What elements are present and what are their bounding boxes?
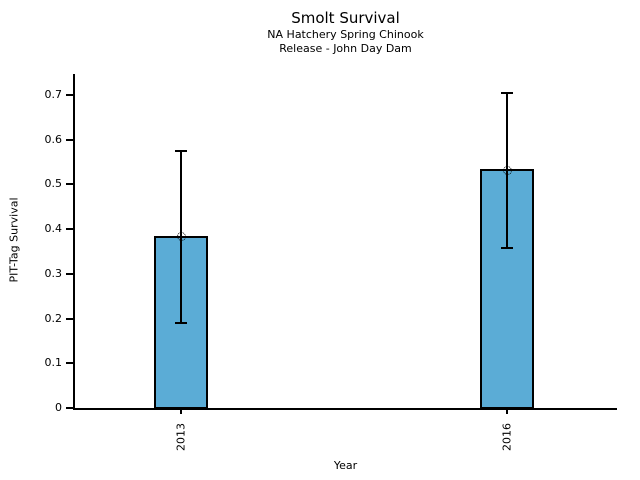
y-tick-mark [66, 183, 74, 186]
x-tick-mark-2016 [506, 408, 508, 414]
y-tick-label: 0.1 [44, 356, 63, 370]
y-tick-label: 0.2 [44, 311, 63, 325]
error-bar-cap-lower-2016 [501, 247, 513, 250]
y-tick-mark [66, 317, 74, 320]
y-tick-label: 0.7 [44, 88, 63, 101]
y-tick-mark [66, 407, 74, 409]
x-tick-label-2016: 2016 [500, 423, 514, 451]
x-tick-label-2013: 2013 [174, 423, 188, 451]
y-tick-label: 0.6 [44, 132, 63, 146]
point-marker-2016 [502, 165, 512, 175]
chart-title: Smolt Survival [291, 9, 400, 27]
y-tick-label: 0 [55, 401, 62, 414]
error-bar-cap-upper-2016 [501, 91, 513, 94]
error-bar-cap-lower-2013 [175, 322, 187, 325]
chart-subtitle-line-1: NA Hatchery Spring Chinook [267, 28, 424, 41]
chart-title-block: Smolt Survival NA Hatchery Spring Chinoo… [74, 9, 617, 56]
y-axis-spine [73, 74, 75, 410]
y-tick-mark [66, 138, 74, 141]
y-tick-label: 0.5 [44, 177, 63, 191]
error-bar-cap-upper-2013 [175, 149, 187, 152]
chart-subtitle-line-2: Release - John Day Dam [279, 42, 412, 55]
y-tick-mark [66, 362, 74, 365]
point-marker-2013 [176, 232, 186, 242]
y-tick-mark [66, 228, 74, 231]
x-tick-mark-2013 [180, 408, 182, 414]
y-tick-label: 0.4 [44, 222, 63, 236]
y-tick-mark [66, 272, 74, 275]
x-axis-label: Year [333, 459, 358, 472]
x-axis-spine [73, 408, 617, 410]
y-tick-mark [66, 94, 74, 96]
y-tick-label: 0.3 [44, 266, 63, 280]
